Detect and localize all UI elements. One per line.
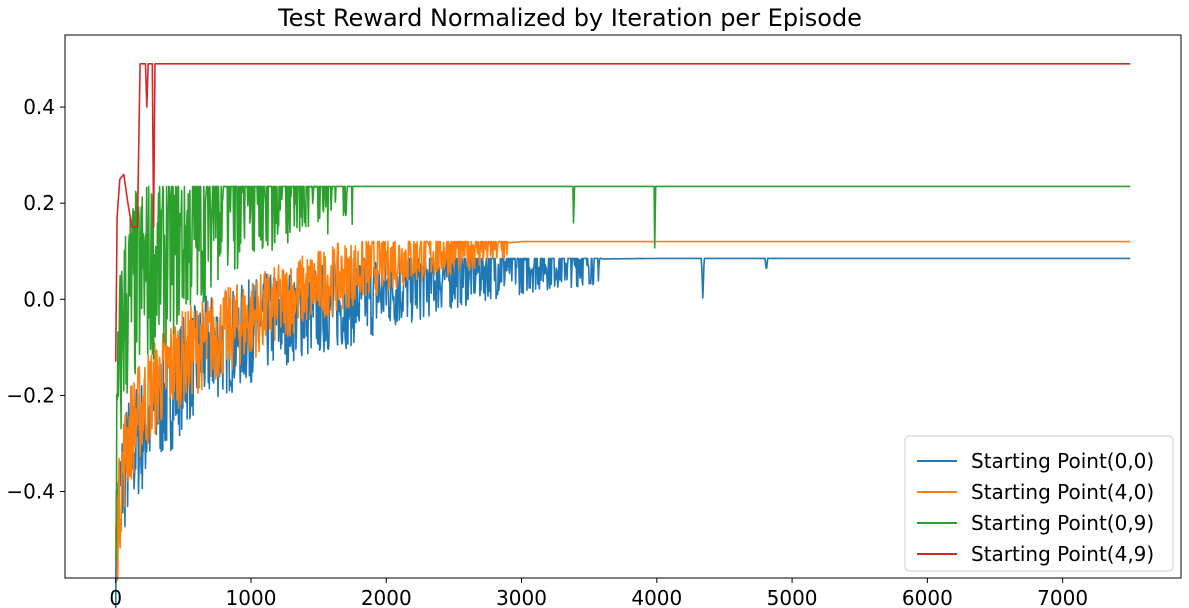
series-line	[114, 63, 1131, 362]
x-tick-label: 5000	[767, 586, 818, 608]
x-tick-label: 7000	[1037, 586, 1088, 608]
x-tick-label: 1000	[226, 586, 277, 608]
legend: Starting Point(0,0) Starting Point(4,0) St…	[904, 435, 1174, 572]
x-tick-label: 6000	[902, 586, 953, 608]
plot-frame	[64, 34, 1182, 579]
y-axis: −0.4 −0.2 0.0 0.2 0.4	[6, 95, 65, 504]
legend-label: Starting Point(4,9)	[971, 542, 1154, 566]
series-layer	[114, 63, 1131, 608]
y-tick-label: −0.2	[6, 383, 55, 407]
y-tick-label: 0.4	[23, 95, 55, 119]
legend-label: Starting Point(0,9)	[971, 511, 1154, 535]
legend-label: Starting Point(0,0)	[971, 449, 1154, 473]
legend-box	[904, 435, 1174, 572]
x-tick-label: 2000	[361, 586, 412, 608]
y-tick-label: 0.2	[23, 191, 55, 215]
x-tick-label: 4000	[631, 586, 682, 608]
y-tick-label: 0.0	[23, 287, 55, 311]
x-tick-label: 3000	[496, 586, 547, 608]
series-line	[114, 185, 1131, 562]
series-line	[114, 240, 1131, 581]
chart-title: Test Reward Normalized by Iteration per …	[277, 4, 862, 32]
x-tick-label: 0	[109, 586, 122, 608]
y-tick-label: −0.4	[6, 480, 55, 504]
legend-label: Starting Point(4,0)	[971, 480, 1154, 504]
x-axis: 0 1000 2000 3000 4000 5000 6000 7000	[109, 578, 1088, 608]
